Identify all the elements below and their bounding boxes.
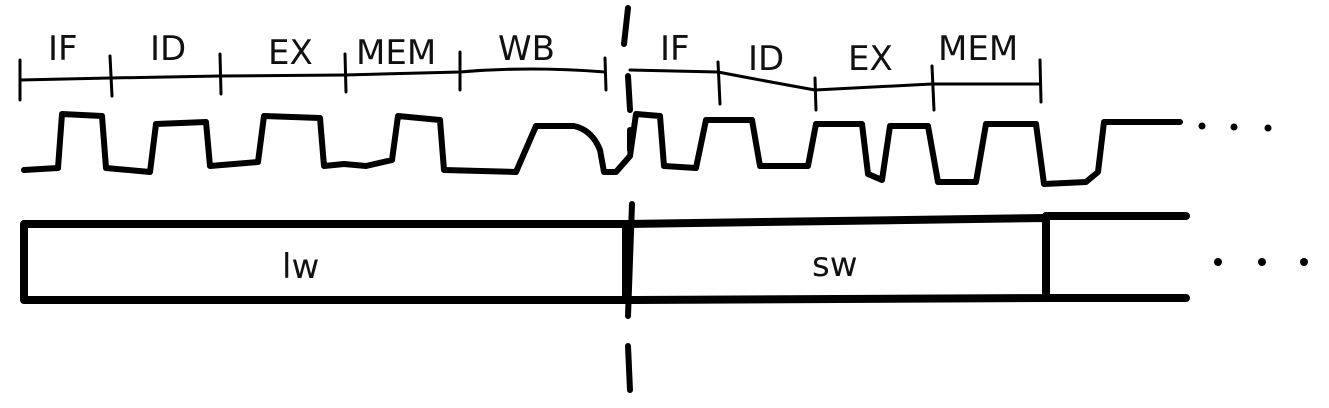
instruction-continuation-ellipsis xyxy=(1214,258,1308,266)
lw-stage-label-wb: WB xyxy=(498,29,555,69)
sw-scale-ticks xyxy=(716,58,1043,112)
sw-scale-line xyxy=(628,68,1042,92)
ellipsis-dot xyxy=(1214,258,1222,266)
sw-stage-label-if: IF xyxy=(660,29,690,69)
sw-stage-labels: IF ID EX MEM xyxy=(660,29,1018,79)
lw-stage-label-id: ID xyxy=(150,29,186,69)
lw-stage-label-mem: MEM xyxy=(356,33,436,73)
sw-stage-label-id: ID xyxy=(748,39,784,79)
ellipsis-dot xyxy=(1264,124,1272,132)
instruction-boundary-line xyxy=(621,5,635,393)
lw-stage-label-ex: EX xyxy=(268,33,313,73)
lw-instruction-box xyxy=(20,220,630,304)
waveform-continuation-ellipsis xyxy=(1198,122,1272,132)
ellipsis-dot xyxy=(1258,258,1266,266)
instruction-bar: lw sw xyxy=(20,212,1190,304)
next-instruction-box xyxy=(1042,212,1190,302)
lw-stage-label-if: IF xyxy=(48,29,78,69)
lw-instruction-label: lw xyxy=(282,247,319,287)
lw-stage-scale xyxy=(18,50,608,102)
lw-scale-line xyxy=(18,67,607,82)
sw-stage-label-ex: EX xyxy=(848,39,893,79)
sw-stage-scale xyxy=(628,58,1043,112)
ellipsis-dot xyxy=(1300,258,1308,266)
lw-scale-ticks xyxy=(18,50,608,102)
lw-stage-labels: IF ID EX MEM WB xyxy=(48,29,555,73)
ellipsis-dot xyxy=(1198,122,1206,130)
sw-stage-label-mem: MEM xyxy=(938,29,1018,69)
sw-instruction-label: sw xyxy=(812,245,858,285)
clock-waveform xyxy=(21,111,1183,187)
sw-instruction-box xyxy=(622,214,1050,304)
ellipsis-dot xyxy=(1230,123,1238,131)
